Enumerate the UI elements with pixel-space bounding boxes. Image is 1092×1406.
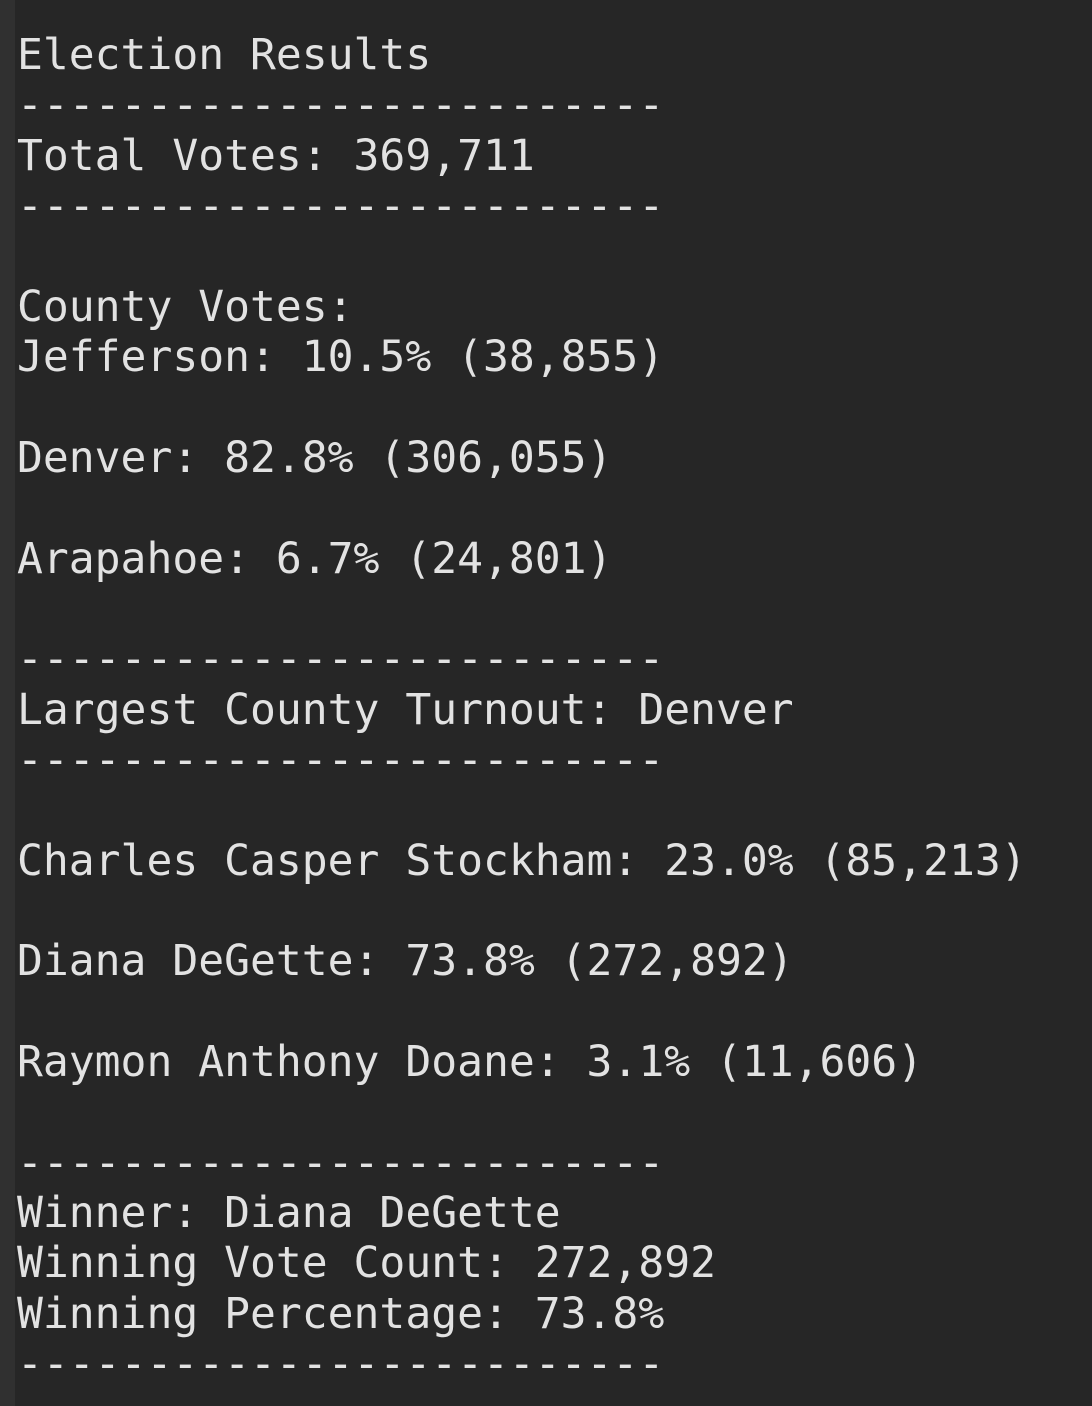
output-line: ------------------------- [17, 181, 665, 232]
output-line: Jefferson: 10.5% (38,855) [17, 332, 665, 383]
output-line: ------------------------- [17, 734, 665, 785]
output-line: Winning Vote Count: 272,892 [17, 1238, 716, 1289]
output-line: ------------------------- [17, 634, 665, 685]
output-line: Arapahoe: 6.7% (24,801) [17, 533, 613, 584]
output-line: Diana DeGette: 73.8% (272,892) [17, 936, 794, 987]
output-line: Raymon Anthony Doane: 3.1% (11,606) [17, 1037, 924, 1087]
output-line: Denver: 82.8% (306,055) [17, 432, 613, 483]
output-line: Winning Percentage: 73.8% [17, 1288, 665, 1339]
output-line: Total Votes: 369,711 [17, 130, 535, 181]
output-line: Largest County Turnout: Denver [17, 684, 794, 735]
output-line: ------------------------- [17, 1339, 665, 1390]
output-line: ------------------------- [17, 80, 665, 131]
output-line: ------------------------- [17, 1137, 665, 1188]
output-line: Charles Casper Stockham: 23.0% (85,213) [17, 835, 1027, 886]
output-line: Winner: Diana DeGette [17, 1188, 561, 1239]
output-line: Election Results [17, 30, 432, 80]
output-line: County Votes: [17, 281, 354, 332]
gutter [0, 0, 15, 1406]
